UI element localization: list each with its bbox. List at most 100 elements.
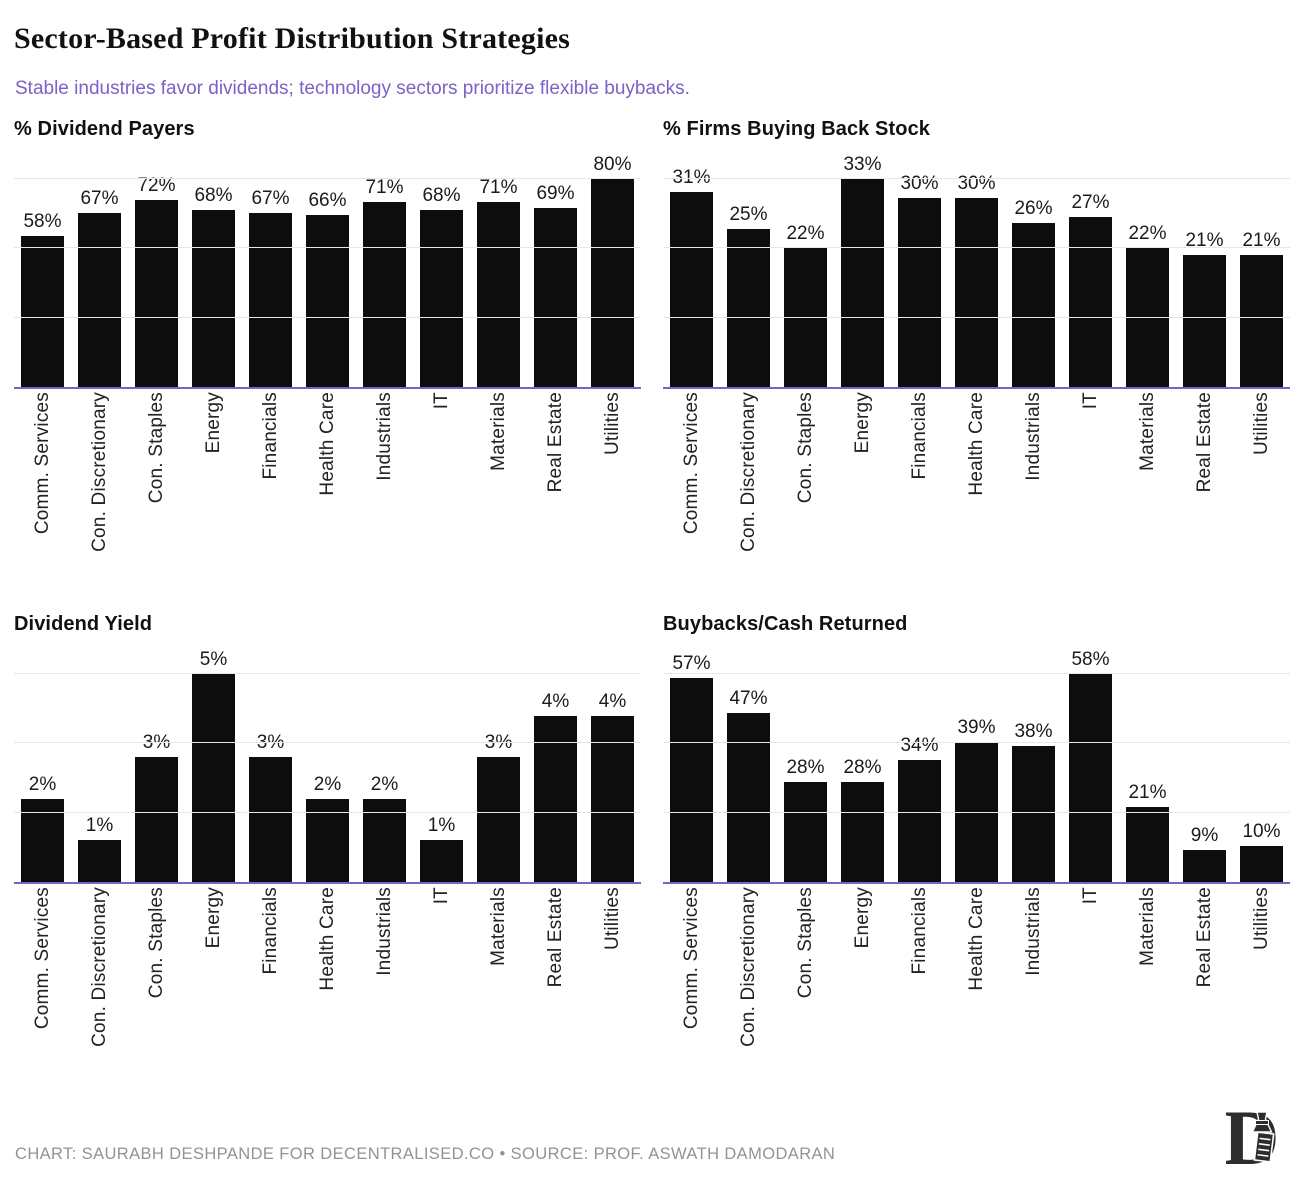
bar-slot: 22% [777,224,834,388]
bar [306,215,349,388]
bar-value-label: 57% [672,653,711,675]
x-tick-slot: Health Care [948,887,1005,1095]
bar [135,757,178,883]
bar [670,192,713,388]
bar [1240,846,1283,883]
x-tick-label: Utilities [602,392,623,456]
bar [1069,217,1112,388]
x-tick-slot: Energy [834,887,891,1095]
credit-line: CHART: SAURABH DESHPANDE FOR DECENTRALIS… [15,1145,836,1163]
x-axis-labels: Comm. Services Con. Discretionary Con. Sta… [663,392,1290,600]
gridline [663,742,1290,744]
bar-slot: 38% [1005,721,1062,883]
bar [727,713,770,883]
bar-slot: 57% [663,653,720,883]
x-tick-slot: Industrials [1005,392,1062,600]
x-tick-label: Health Care [317,392,338,497]
x-tick-slot: Industrials [1005,887,1062,1095]
bar [192,674,235,883]
bar [1183,255,1226,388]
x-tick-slot: Con. Staples [128,887,185,1095]
bar-value-label: 27% [1071,192,1110,214]
bar [898,760,941,883]
bar-value-label: 69% [536,183,575,205]
x-tick-label: Industrials [374,887,395,977]
bar-slot: 68% [413,185,470,388]
bar-slot: 69% [527,183,584,388]
bar-value-label: 38% [1014,721,1053,743]
x-tick-slot: Health Care [948,392,1005,600]
bar-value-label: 30% [900,173,939,195]
x-tick-label: Utilities [1251,392,1272,456]
x-tick-slot: Energy [185,392,242,600]
page-title: Sector-Based Profit Distribution Strateg… [14,22,571,55]
bar-value-label: 68% [422,185,461,207]
bar [78,213,121,388]
bar-slot: 28% [777,758,834,883]
x-tick-label: Materials [1137,887,1158,967]
x-axis-labels: Comm. Services Con. Discretionary Con. Sta… [14,887,641,1095]
x-tick-slot: Energy [185,887,242,1095]
gridline [14,673,641,675]
x-tick-label: Comm. Services [681,887,702,1030]
bar-slot: 3% [470,732,527,883]
bar-value-label: 26% [1014,198,1053,220]
x-tick-label: Con. Discretionary [738,887,759,1048]
x-tick-slot: Con. Staples [128,392,185,600]
bar [135,200,178,388]
gridline [14,742,641,744]
x-tick-slot: Con. Staples [777,392,834,600]
bar-value-label: 3% [484,732,513,754]
charts-grid: % Dividend Payers 58% 67% 72% 68% 67% 66% 71% 6… [14,117,1292,1095]
chart-panel-firms-buying-back: % Firms Buying Back Stock 31% 25% 22% 33% 30… [663,117,1290,600]
x-tick-slot: Materials [470,392,527,600]
x-tick-slot: Financials [891,392,948,600]
gridline [663,178,1290,180]
x-tick-slot: Materials [1119,392,1176,600]
bar-value-label: 9% [1190,825,1219,847]
bar-value-label: 71% [479,177,518,199]
x-tick-label: Industrials [374,392,395,482]
bar [477,202,520,388]
bar-value-label: 22% [1128,223,1167,245]
bar-value-label: 34% [900,735,939,757]
x-tick-slot: Con. Discretionary [720,887,777,1095]
chart-title: Dividend Yield [14,613,153,636]
bar-slot: 27% [1062,192,1119,388]
x-axis-labels: Comm. Services Con. Discretionary Con. Sta… [663,887,1290,1095]
bar-slot: 67% [71,189,128,388]
x-tick-slot: IT [413,887,470,1095]
x-tick-label: Health Care [317,887,338,992]
x-tick-slot: Materials [1119,887,1176,1095]
x-tick-slot: Con. Discretionary [720,392,777,600]
bar-value-label: 3% [256,732,285,754]
x-tick-slot: Utilities [584,887,641,1095]
decentralised-logo-icon: D [1226,1100,1279,1174]
x-tick-label: Comm. Services [32,392,53,535]
x-tick-label: Con. Staples [146,887,167,999]
x-tick-label: Materials [488,887,509,967]
bar-value-label: 47% [729,688,768,710]
x-axis-labels: Comm. Services Con. Discretionary Con. Sta… [14,392,641,600]
x-tick-label: IT [1080,392,1101,410]
bar [420,210,463,388]
bar-slot: 25% [720,205,777,388]
x-tick-label: Real Estate [545,392,566,493]
x-tick-label: Financials [260,887,281,975]
x-tick-label: IT [431,887,452,905]
x-tick-slot: Con. Staples [777,887,834,1095]
bar-value-label: 28% [843,757,882,779]
x-tick-label: Energy [203,392,224,454]
x-tick-slot: Health Care [299,887,356,1095]
bar [1183,850,1226,883]
x-tick-slot: Comm. Services [14,887,71,1095]
x-tick-slot: Utilities [1233,392,1290,600]
bar [192,210,235,388]
chart-panel-buybacks-cash-returned: Buybacks/Cash Returned 57% 47% 28% 28% 34% 39… [663,612,1290,1095]
x-tick-slot: Comm. Services [663,887,720,1095]
bar [784,782,827,883]
x-tick-slot: Energy [834,392,891,600]
x-tick-slot: Con. Discretionary [71,887,128,1095]
bar [1126,807,1169,883]
bar-slot: 31% [663,168,720,388]
